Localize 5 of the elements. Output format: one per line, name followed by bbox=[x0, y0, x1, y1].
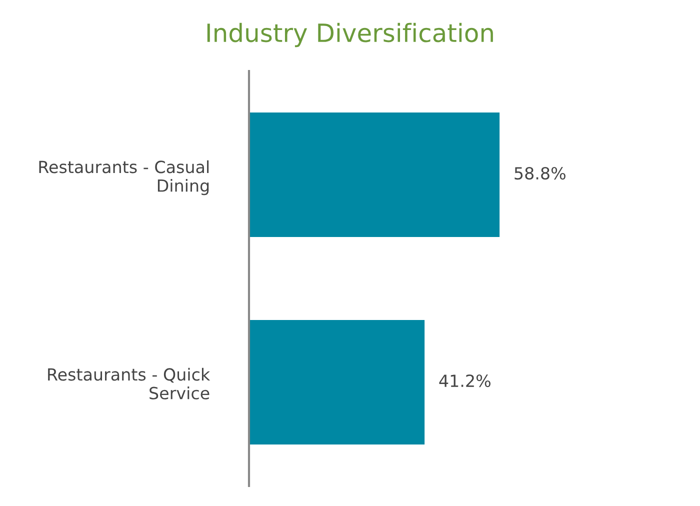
data-label: 41.2% bbox=[439, 374, 490, 388]
chart-title: Industry Diversification bbox=[207, 22, 493, 48]
y-tick-label: Restaurants - Casual Dining bbox=[39, 160, 209, 196]
y-tick-label: Restaurants - Quick Service bbox=[48, 368, 210, 400]
data-label: 58.8% bbox=[514, 166, 566, 180]
